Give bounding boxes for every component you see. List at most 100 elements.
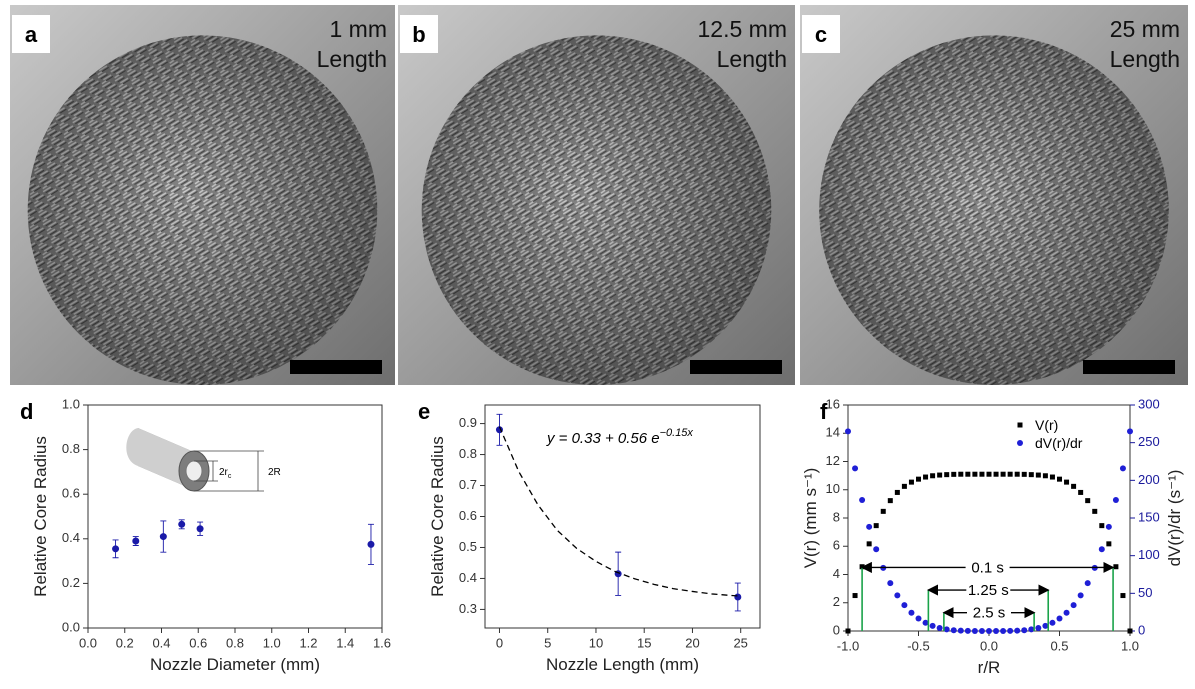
data-point <box>950 627 957 634</box>
data-point <box>1063 609 1070 616</box>
y-tick-label: 0.2 <box>62 575 80 590</box>
annotation-bg <box>966 581 1011 600</box>
data-point <box>1084 580 1091 587</box>
annotation-bg <box>967 603 1011 622</box>
data-point <box>1057 476 1062 482</box>
y-tick-label: 0.7 <box>459 477 477 492</box>
panel-label-box <box>802 15 840 53</box>
fit-equation: y = 0.33 + 0.56 e−0.15x <box>546 427 693 447</box>
data-point <box>1042 473 1048 479</box>
data-point <box>929 622 936 629</box>
data-point <box>866 541 872 547</box>
data-point <box>1014 627 1021 634</box>
y-tick-label: 0.4 <box>459 570 477 585</box>
data-point <box>1127 428 1133 435</box>
data-point <box>1120 593 1126 599</box>
data-point <box>845 628 851 634</box>
data-point <box>986 628 992 634</box>
data-point <box>178 520 186 528</box>
data-point <box>852 593 858 599</box>
x-tick-label: 0.0 <box>980 638 998 653</box>
data-point <box>1098 546 1105 553</box>
y-tick-label: 0.6 <box>62 486 80 501</box>
data-point <box>1113 564 1119 570</box>
data-point <box>916 476 921 482</box>
data-point <box>930 473 936 479</box>
data-point <box>936 625 943 632</box>
y-tick-label: 14 <box>826 425 840 440</box>
charts: d 0.0 0.2 0.4 0.6 0.8 1.0 1.2 1.4 1.6 0.0 0.2 0.4 0.6… <box>20 396 1184 677</box>
x-axis-title: Nozzle Length (mm) <box>546 655 699 674</box>
data-point <box>894 592 901 599</box>
x-tick-label: -0.5 <box>907 638 929 653</box>
y-tick-label: 16 <box>826 396 840 411</box>
inset-label: 2rc <box>219 467 232 480</box>
y-tick-label: 8 <box>833 509 840 524</box>
data-point <box>1070 602 1077 609</box>
data-point <box>951 471 957 477</box>
cylinder-core <box>185 460 203 482</box>
scale-bar <box>690 360 782 374</box>
annotation-label: 0.1 s <box>971 559 1004 576</box>
x-tick-label: 0 <box>496 635 503 650</box>
x-tick-label: 0.6 <box>189 635 207 650</box>
data-point <box>1071 483 1077 489</box>
data-point <box>1035 625 1042 632</box>
annotation-label: 2.5 s <box>973 605 1006 622</box>
data-point <box>971 627 978 634</box>
legend-label: dV(r)/dr <box>1035 435 1083 451</box>
data-point <box>1000 471 1006 477</box>
data-point <box>1119 465 1126 472</box>
chart: e 0 5 10 15 20 25 0.3 0.4 0.5 0.6 0.7 0.8 0.9 Nozzle L… <box>418 399 761 674</box>
fiber-shading <box>819 35 1169 385</box>
data-point <box>937 472 943 478</box>
image-caption: Length <box>717 46 787 72</box>
data-point <box>132 537 140 545</box>
image-caption: Length <box>1110 46 1180 72</box>
y-tick-label: 0.6 <box>459 508 477 523</box>
y2-tick-label: 50 <box>1138 585 1152 600</box>
image-caption: 25 mm <box>1110 16 1180 42</box>
data-point <box>1099 523 1105 529</box>
data-point <box>1064 479 1070 485</box>
y2-axis-title: dV(r)/dr (s⁻¹) <box>1165 470 1184 567</box>
data-point <box>1021 627 1028 634</box>
data-point <box>859 496 866 503</box>
data-point <box>972 471 978 477</box>
data-point <box>979 471 985 477</box>
equation-exponent: −0.15x <box>660 427 694 439</box>
y-tick-label: 10 <box>826 481 840 496</box>
image-caption: Length <box>317 46 387 72</box>
y-axis-title: Relative Core Radius <box>428 436 447 597</box>
scale-bar <box>1083 360 1175 374</box>
data-point <box>1007 471 1013 477</box>
data-point <box>880 508 886 514</box>
y-tick-label: 0.8 <box>459 446 477 461</box>
data-point <box>1085 498 1091 504</box>
panel-label-box <box>12 15 50 53</box>
data-point <box>978 628 985 634</box>
legend-marker <box>1017 422 1023 428</box>
data-point <box>866 523 873 530</box>
panel-label: f <box>820 399 828 424</box>
y2-tick-label: 150 <box>1138 509 1160 524</box>
cylinder-top <box>126 428 194 490</box>
data-point <box>986 471 992 477</box>
data-point <box>1007 627 1014 634</box>
x-tick-label: 1.0 <box>263 635 281 650</box>
annotation-bg <box>965 558 1010 577</box>
data-point <box>112 545 120 553</box>
panel-label-box <box>400 15 438 53</box>
inset-label: 2R <box>268 467 281 478</box>
data-point <box>873 546 880 553</box>
data-point <box>1112 496 1119 503</box>
data-point <box>845 428 851 435</box>
data-point <box>993 471 999 477</box>
data-point <box>944 472 950 478</box>
x-tick-label: 0.4 <box>152 635 170 650</box>
y-tick-label: 0.5 <box>459 539 477 554</box>
y-tick-label: 0.9 <box>459 415 477 430</box>
data-point <box>922 619 929 626</box>
data-point <box>887 580 894 587</box>
